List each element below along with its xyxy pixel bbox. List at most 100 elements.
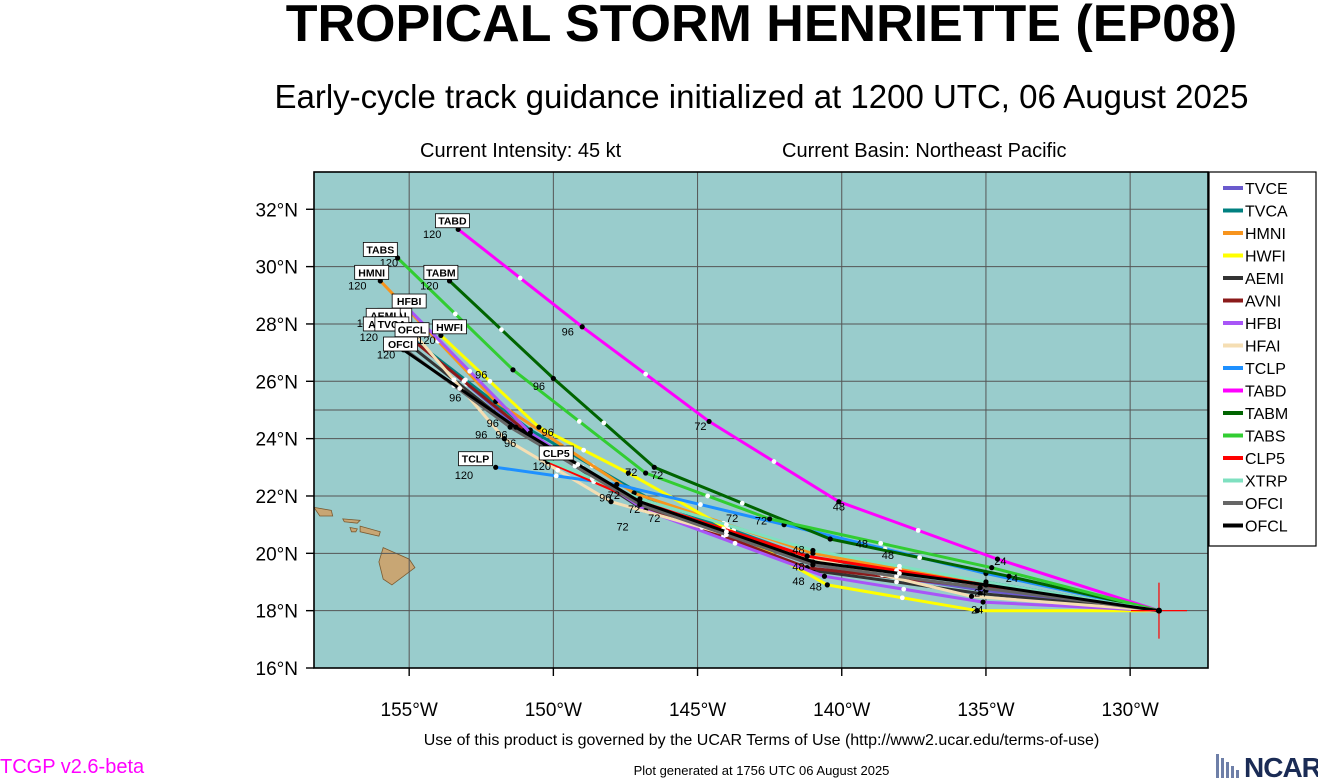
x-tick-label: 135°W xyxy=(957,700,1014,721)
x-tick-label: 150°W xyxy=(525,700,582,721)
track-midpoint xyxy=(915,527,921,533)
track-point xyxy=(513,424,519,430)
track-midpoint xyxy=(499,327,504,333)
plot-frame xyxy=(313,171,1209,669)
track-point xyxy=(550,375,556,382)
track-point xyxy=(977,585,983,591)
model-label-hwfi: HWFI xyxy=(432,319,467,335)
track-midpoint xyxy=(576,419,582,424)
model-label-text: CLP5 xyxy=(543,448,570,460)
legend-label-xtrp: XTRP xyxy=(1245,474,1288,491)
track-point xyxy=(651,464,657,470)
hour-label: 48 xyxy=(792,576,804,588)
hour-label: 72 xyxy=(726,513,738,525)
hour-label: 72 xyxy=(608,490,620,502)
model-label-box xyxy=(423,264,459,280)
y-tick-label: 26°N xyxy=(256,372,298,393)
legend-label-ofci: OFCI xyxy=(1245,496,1283,513)
model-tracks xyxy=(377,226,1187,639)
version-label: TCGP v2.6-beta xyxy=(0,756,145,778)
hour-label: 24 xyxy=(971,605,983,617)
track-midpoint xyxy=(457,386,463,391)
track-midpoint xyxy=(723,522,729,528)
track-point xyxy=(579,324,585,330)
track-point xyxy=(827,536,833,542)
track-midpoint xyxy=(894,579,899,585)
island-1 xyxy=(359,525,381,537)
track-point xyxy=(980,599,986,605)
legend-label-hfbi: HFBI xyxy=(1245,316,1281,333)
chart-title: TROPICAL STORM HENRIETTE (EP08) xyxy=(285,0,1238,53)
island-4 xyxy=(349,526,358,533)
model-label-text: TABD xyxy=(438,216,467,228)
track-midpoint xyxy=(467,368,473,374)
hour-label: 72 xyxy=(755,516,767,528)
legend-label-tclp: TCLP xyxy=(1245,361,1286,378)
hour-label: 96 xyxy=(495,430,507,442)
hour-label: 72 xyxy=(648,513,660,525)
model-label-text: TABS xyxy=(366,244,394,256)
map-axes: 155°W 150°W 145°W 140°W 135°W 130°W 16°N 18°N 20… xyxy=(256,171,1209,721)
y-tick-label: 22°N xyxy=(256,487,298,508)
track-midpoint xyxy=(739,500,745,506)
plot-generated-time: Plot generated at 1756 UTC 06 August 202… xyxy=(633,763,890,778)
track-midpoint xyxy=(899,595,905,601)
hour-label: 96 xyxy=(475,369,487,381)
track-point xyxy=(1006,573,1012,579)
model-label-box xyxy=(362,242,398,257)
model-label-tclp: TCLP xyxy=(458,451,493,467)
hour-label: 120 xyxy=(360,332,378,344)
legend-label-tabs: TABS xyxy=(1245,429,1286,446)
model-label-box xyxy=(383,336,418,352)
track-point xyxy=(625,470,631,476)
track-midpoint xyxy=(771,459,777,464)
model-label-text: HFBI xyxy=(397,296,422,308)
track-point xyxy=(637,499,643,505)
legend-label-aemi: AEMI xyxy=(1245,271,1284,288)
y-tick-label: 18°N xyxy=(256,602,298,623)
track-point xyxy=(821,573,828,579)
hour-label: 96 xyxy=(475,430,487,442)
track-point xyxy=(493,464,499,470)
track-midpoint xyxy=(487,378,493,384)
island-2 xyxy=(342,518,361,524)
y-tick-label: 24°N xyxy=(256,430,298,451)
track-midpoint xyxy=(897,563,902,569)
x-tick-label: 155°W xyxy=(381,700,438,721)
hour-label: 72 xyxy=(625,467,637,479)
legend-label-tvce: TVCE xyxy=(1245,181,1288,198)
model-label-tabd: TABD xyxy=(435,213,470,229)
forecast-hour-labels: 2424242448484848484848727272727272727272… xyxy=(348,229,1018,617)
model-label-ofci: OFCI xyxy=(383,336,418,352)
track-midpoint xyxy=(553,473,559,479)
hour-label: 120 xyxy=(348,281,366,293)
track-point xyxy=(536,424,542,430)
track-midpoint xyxy=(451,377,457,383)
model-name-labels: TABDTABSHMNITABMHFBIHFAIAEMIAVNITVCAOFCL… xyxy=(354,213,574,467)
track-midpoint xyxy=(705,493,711,499)
hour-label: 72 xyxy=(628,504,640,516)
hour-label: 120 xyxy=(423,229,441,241)
hour-label: 120 xyxy=(417,335,435,347)
island-3 xyxy=(313,506,334,517)
model-label-clp5: CLP5 xyxy=(538,445,574,461)
track-point xyxy=(510,367,516,373)
hour-label: 96 xyxy=(541,427,553,439)
track-midpoint xyxy=(517,275,523,281)
track-point xyxy=(968,593,975,599)
y-tick-label: 32°N xyxy=(256,200,298,221)
legend-label-tabd: TABD xyxy=(1245,384,1286,401)
model-label-box xyxy=(435,213,470,229)
track-point xyxy=(767,516,773,522)
model-label-box xyxy=(432,319,467,335)
model-label-text: HMNI xyxy=(358,267,385,279)
hour-label: 48 xyxy=(856,539,868,551)
chart-subtitle: Early-cycle track guidance initialized a… xyxy=(274,78,1249,115)
model-label-hfbi: HFBI xyxy=(391,293,427,309)
ncar-logo-icon xyxy=(1216,754,1239,778)
model-label-text: TABM xyxy=(426,267,456,279)
hour-label: 48 xyxy=(792,544,804,556)
hour-label: 96 xyxy=(504,438,516,450)
model-label-tabm: TABM xyxy=(423,264,459,280)
